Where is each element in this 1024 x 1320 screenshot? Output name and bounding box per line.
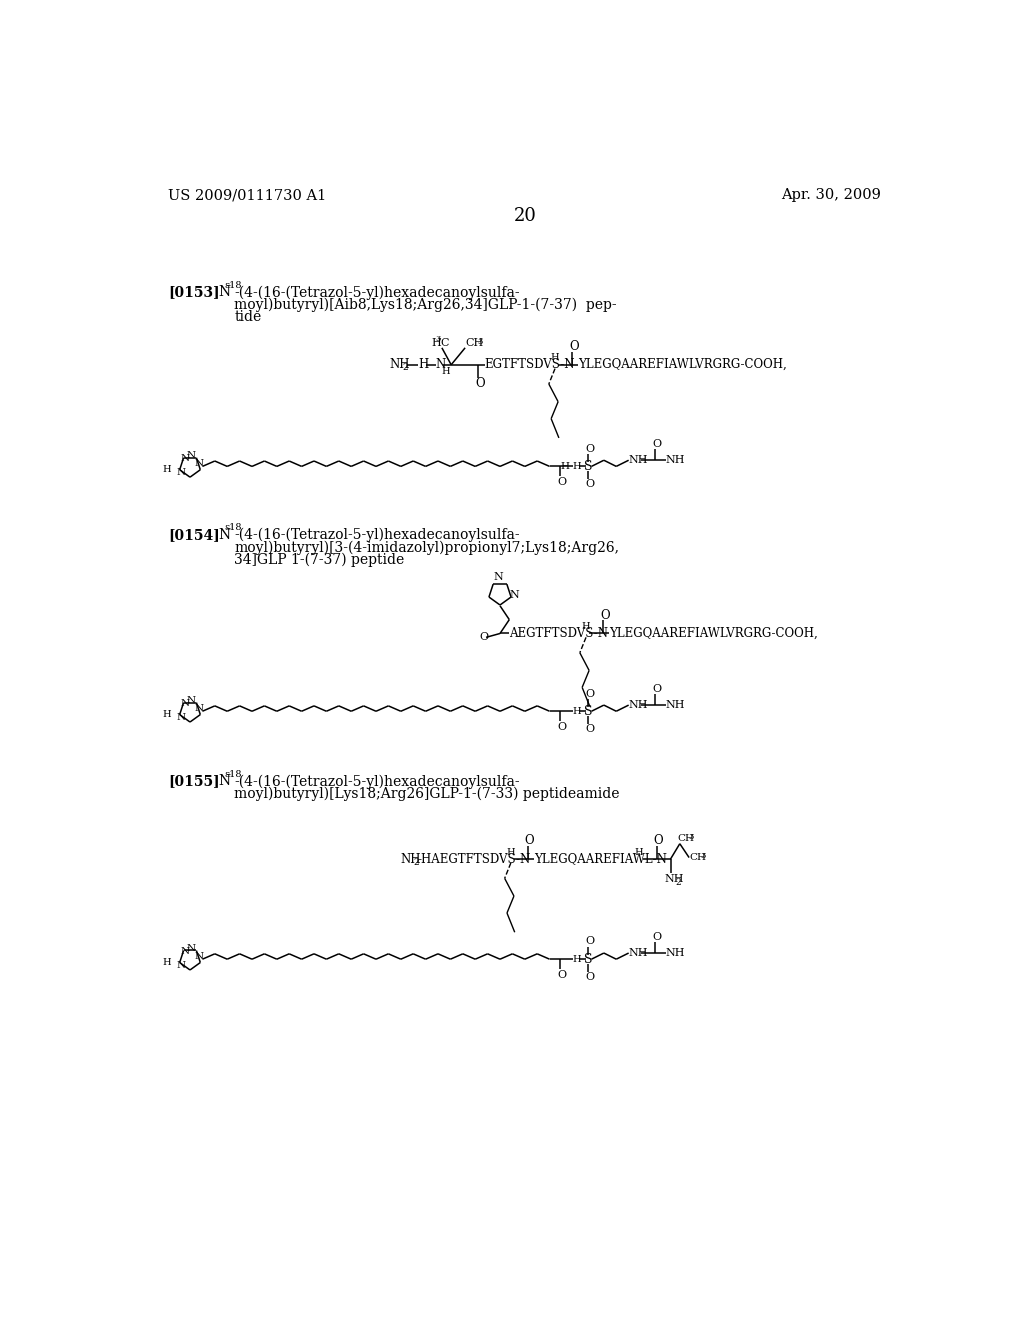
Text: N: N — [187, 944, 197, 953]
Text: C: C — [440, 338, 449, 348]
Text: N: N — [195, 704, 204, 713]
Text: [0155]: [0155] — [168, 775, 220, 788]
Text: 3: 3 — [435, 335, 441, 343]
Text: NH: NH — [629, 948, 648, 958]
Text: N: N — [195, 952, 204, 961]
Text: O: O — [652, 932, 662, 942]
Text: NH: NH — [629, 700, 648, 710]
Text: O: O — [586, 972, 594, 982]
Text: CH: CH — [465, 338, 483, 348]
Text: O: O — [569, 339, 579, 352]
Text: NH: NH — [389, 358, 410, 371]
Text: N: N — [181, 700, 189, 708]
Text: AEGTFTSDVS-N: AEGTFTSDVS-N — [509, 627, 608, 640]
Text: N: N — [187, 451, 197, 461]
Text: YLEGQAAREFIAWL-N: YLEGQAAREFIAWL-N — [535, 853, 667, 866]
Text: moyl)butyryl)[Lys18;Arg26]GLP-1-(7-33) peptideamide: moyl)butyryl)[Lys18;Arg26]GLP-1-(7-33) p… — [234, 787, 620, 801]
Text: O: O — [653, 834, 664, 847]
Text: O: O — [586, 689, 594, 698]
Text: O: O — [586, 479, 594, 490]
Text: O: O — [600, 609, 609, 622]
Text: EGTFTSDVS-N: EGTFTSDVS-N — [484, 358, 575, 371]
Text: O: O — [557, 722, 566, 731]
Text: H: H — [560, 462, 569, 471]
Text: H: H — [163, 710, 171, 719]
Text: ε18: ε18 — [224, 281, 242, 290]
Text: moyl)butyryl)[Aib8,Lys18;Arg26,34]GLP-1-(7-37)  pep-: moyl)butyryl)[Aib8,Lys18;Arg26,34]GLP-1-… — [234, 298, 616, 312]
Text: O: O — [557, 477, 566, 487]
Text: CH: CH — [689, 853, 707, 862]
Text: N: N — [510, 590, 519, 601]
Text: S: S — [584, 459, 593, 473]
Text: H: H — [582, 622, 590, 631]
Text: ε18: ε18 — [224, 770, 242, 779]
Text: H: H — [550, 354, 559, 362]
Text: -(4-(16-(Tetrazol-5-yl)hexadecanoylsulfa-: -(4-(16-(Tetrazol-5-yl)hexadecanoylsulfa… — [234, 528, 520, 543]
Text: NH: NH — [666, 455, 685, 465]
Text: 20: 20 — [513, 207, 537, 226]
Text: NH: NH — [629, 455, 648, 465]
Text: N: N — [176, 961, 185, 970]
Text: H: H — [572, 462, 582, 471]
Text: H: H — [431, 338, 440, 348]
Text: O: O — [480, 632, 489, 643]
Text: ε18: ε18 — [224, 524, 242, 532]
Text: [0154]: [0154] — [168, 528, 220, 543]
Text: US 2009/0111730 A1: US 2009/0111730 A1 — [168, 189, 327, 202]
Text: N: N — [176, 469, 185, 477]
Text: O: O — [586, 723, 594, 734]
Text: H: H — [163, 465, 171, 474]
Text: O: O — [652, 440, 662, 449]
Text: N: N — [219, 285, 230, 300]
Text: 3: 3 — [688, 833, 693, 841]
Text: N: N — [181, 454, 189, 463]
Text: NH: NH — [665, 874, 684, 884]
Text: H: H — [572, 954, 582, 964]
Text: N: N — [187, 696, 197, 705]
Text: N: N — [219, 775, 230, 788]
Text: N: N — [494, 572, 504, 582]
Text: N: N — [181, 946, 189, 956]
Text: moyl)butyryl)[3-(4-imidazolyl)propionyl7;Lys18;Arg26,: moyl)butyryl)[3-(4-imidazolyl)propionyl7… — [234, 540, 620, 554]
Text: O: O — [652, 684, 662, 694]
Text: 2: 2 — [402, 363, 408, 372]
Text: 2: 2 — [414, 858, 419, 867]
Text: NH: NH — [666, 700, 685, 710]
Text: N: N — [195, 459, 204, 467]
Text: 34]GLP 1-(7-37) peptide: 34]GLP 1-(7-37) peptide — [234, 553, 404, 568]
Text: S: S — [584, 953, 593, 966]
Text: CH: CH — [678, 834, 694, 842]
Text: H: H — [572, 706, 582, 715]
Text: 3: 3 — [700, 851, 706, 859]
Text: O: O — [557, 970, 566, 979]
Text: S: S — [584, 705, 593, 718]
Text: O: O — [475, 376, 484, 389]
Text: YLEGQAAREFIAWLVRGRG-COOH,: YLEGQAAREFIAWLVRGRG-COOH, — [579, 358, 787, 371]
Text: H: H — [506, 847, 515, 857]
Text: H: H — [635, 847, 643, 857]
Text: NH: NH — [666, 948, 685, 958]
Text: -(4-(16-(Tetrazol-5-yl)hexadecanoylsulfa-: -(4-(16-(Tetrazol-5-yl)hexadecanoylsulfa… — [234, 775, 520, 789]
Text: YLEGQAAREFIAWLVRGRG-COOH,: YLEGQAAREFIAWLVRGRG-COOH, — [609, 627, 818, 640]
Text: NH: NH — [400, 853, 421, 866]
Text: -HAEGTFTSDVS-N: -HAEGTFTSDVS-N — [418, 853, 531, 866]
Text: O: O — [586, 936, 594, 946]
Text: O: O — [524, 834, 535, 847]
Text: H: H — [441, 367, 450, 376]
Text: -(4-(16-(Tetrazol-5-yl)hexadecanoylsulfa-: -(4-(16-(Tetrazol-5-yl)hexadecanoylsulfa… — [234, 285, 520, 300]
Text: N: N — [219, 528, 230, 543]
Text: Apr. 30, 2009: Apr. 30, 2009 — [781, 189, 882, 202]
Text: 3: 3 — [477, 338, 483, 346]
Text: [0153]: [0153] — [168, 285, 220, 300]
Text: N: N — [176, 713, 185, 722]
Text: H: H — [418, 358, 428, 371]
Text: N: N — [435, 358, 445, 371]
Text: 2: 2 — [676, 878, 682, 887]
Text: tide: tide — [234, 310, 261, 325]
Text: O: O — [586, 444, 594, 454]
Text: H: H — [163, 958, 171, 966]
